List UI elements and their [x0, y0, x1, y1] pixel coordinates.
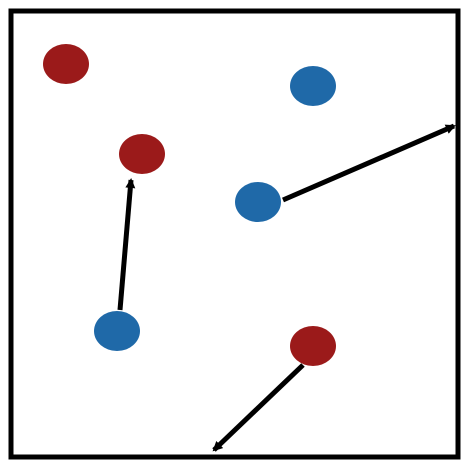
red-particle [290, 326, 336, 366]
arrow-red-3-to-bottom-edge [212, 363, 305, 452]
blue-particle [94, 311, 140, 351]
blue-particle [235, 182, 281, 222]
red-particle [119, 134, 165, 174]
box-frame [8, 8, 461, 460]
red-particle [43, 44, 89, 84]
arrow-blue-2-to-right-edge [282, 123, 456, 203]
blue-particle [290, 66, 336, 106]
arrow-blue-3-to-red-2 [117, 178, 136, 311]
